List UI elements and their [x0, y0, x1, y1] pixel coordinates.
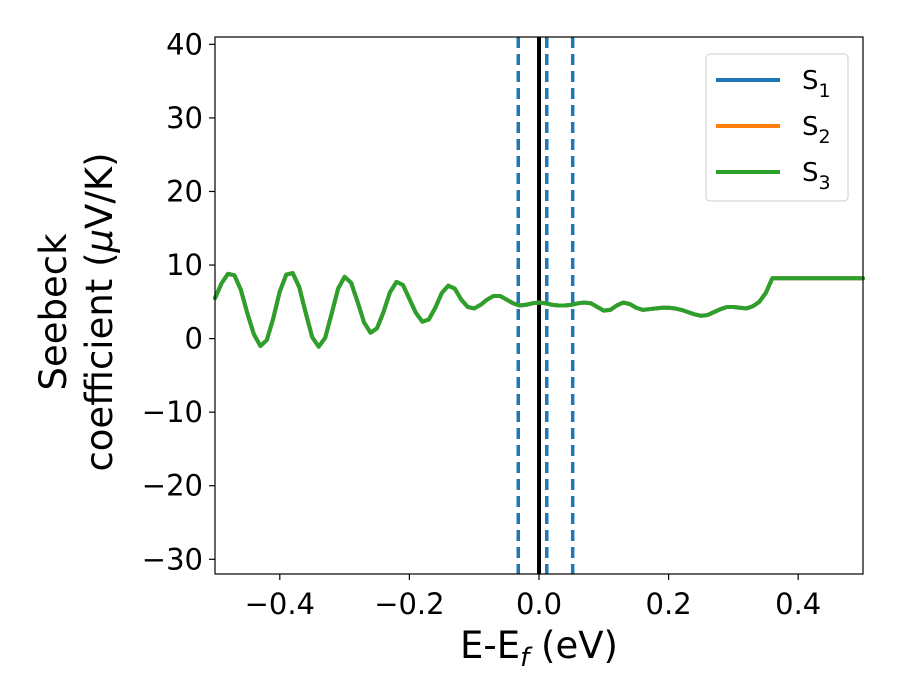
x-tick-label: 0.2 [646, 587, 692, 621]
vertical-lines [516, 37, 575, 574]
legend: S1 S2 S3 [705, 53, 849, 202]
y-tick-label: 40 [166, 27, 203, 61]
y-tick-label: 20 [166, 174, 203, 208]
legend-label-S2: S2 [802, 112, 831, 148]
legend-entries: S1 S2 S3 [716, 66, 831, 194]
series-lines [213, 271, 865, 349]
x-tick-label: −0.2 [374, 587, 444, 621]
y-tick-label: −30 [142, 542, 203, 576]
y-axis-label-line2: coefficient (μV/K) [78, 152, 121, 471]
x-axis-label: E-Ef (eV) [460, 624, 618, 673]
y-tick-label: 0 [185, 322, 203, 356]
y-tick-label: 30 [166, 101, 203, 135]
legend-label-S1: S1 [802, 66, 831, 102]
x-tick-label: 0.4 [775, 587, 821, 621]
series-line-S3 [213, 271, 865, 349]
y-tick-label: −10 [142, 395, 203, 429]
x-tick-label: −0.4 [245, 587, 315, 621]
y-tick-label: 10 [166, 248, 203, 282]
y-axis-label-line1: Seebeck [32, 233, 75, 391]
legend-label-S3: S3 [802, 158, 831, 194]
y-axis-ticks: −30 −20 −10 0 10 20 30 40 [142, 27, 215, 576]
x-axis-ticks: −0.4 −0.2 0.0 0.2 0.4 [245, 574, 821, 621]
x-tick-label: 0.0 [516, 587, 562, 621]
y-tick-label: −20 [142, 469, 203, 503]
